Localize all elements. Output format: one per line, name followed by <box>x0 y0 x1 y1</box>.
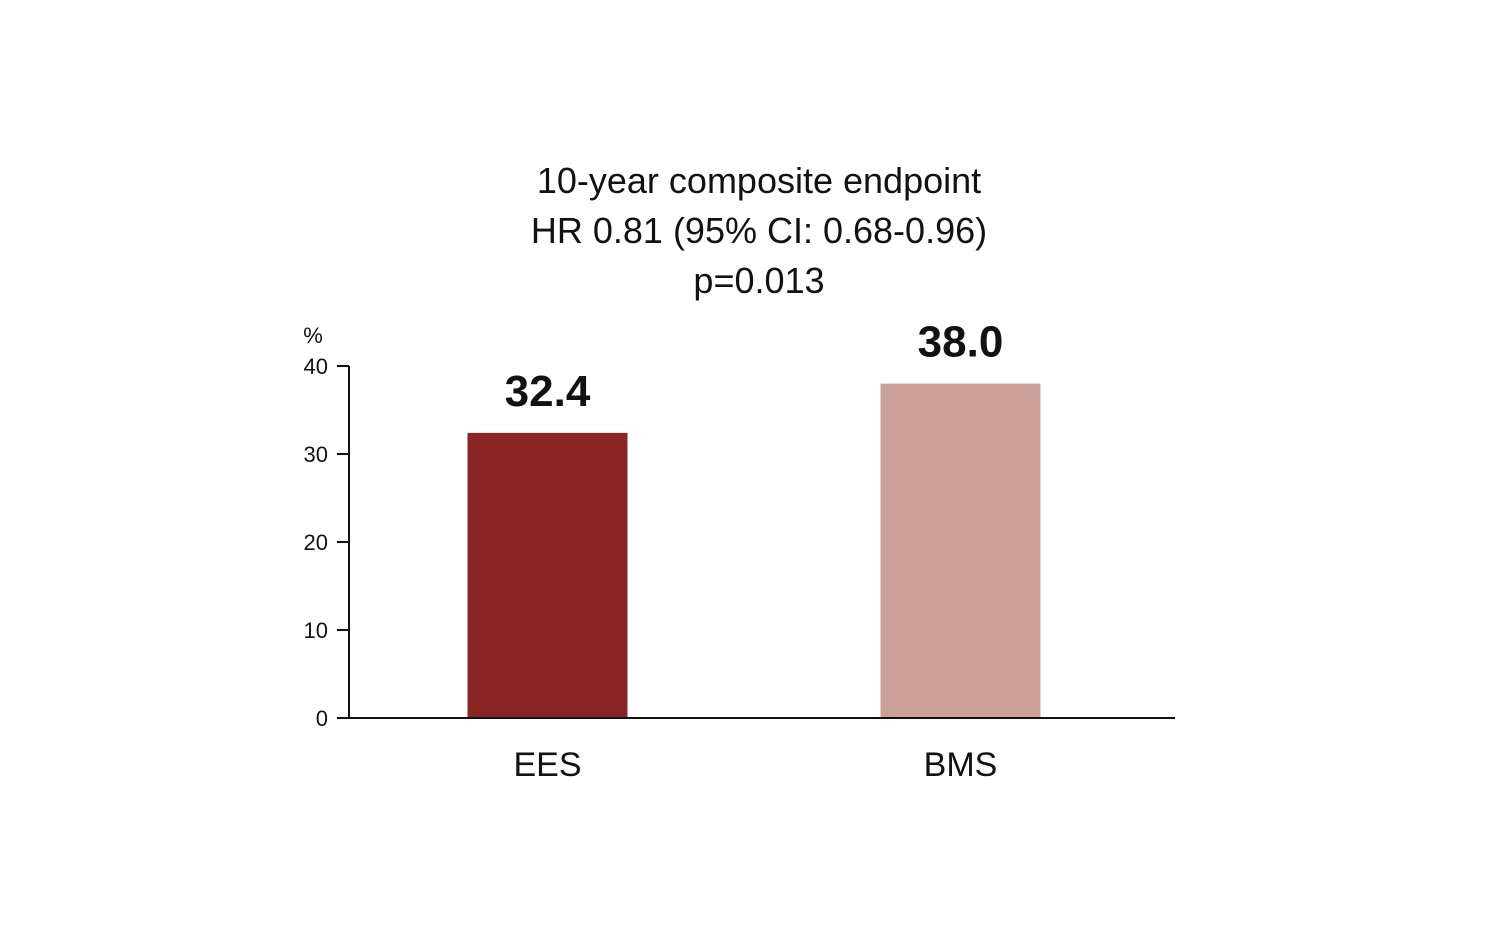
y-tick-label: 40 <box>304 354 328 379</box>
x-axis: EES BMS <box>349 717 1175 784</box>
y-tick-label: 0 <box>316 706 328 731</box>
bars: 32.4 38.0 <box>467 318 1041 718</box>
y-axis-unit-label: % <box>303 323 323 348</box>
y-tick-label: 20 <box>304 530 328 555</box>
y-tick-label: 10 <box>304 618 328 643</box>
bar-bms <box>880 383 1041 718</box>
y-axis: 0 10 20 30 40 <box>304 354 350 731</box>
chart-title-line-1: 10-year composite endpoint <box>537 160 981 201</box>
data-label-ees: 32.4 <box>505 367 591 416</box>
bar-ees <box>467 432 628 718</box>
y-tick-label: 30 <box>304 442 328 467</box>
chart-title-line-2: HR 0.81 (95% CI: 0.68-0.96) <box>531 210 987 251</box>
chart-title-line-3: p=0.013 <box>693 260 824 301</box>
x-tick-label-bms: BMS <box>924 746 998 784</box>
data-label-bms: 38.0 <box>918 318 1004 367</box>
chart-title: 10-year composite endpoint HR 0.81 (95% … <box>531 160 987 301</box>
x-tick-label-ees: EES <box>513 746 581 784</box>
